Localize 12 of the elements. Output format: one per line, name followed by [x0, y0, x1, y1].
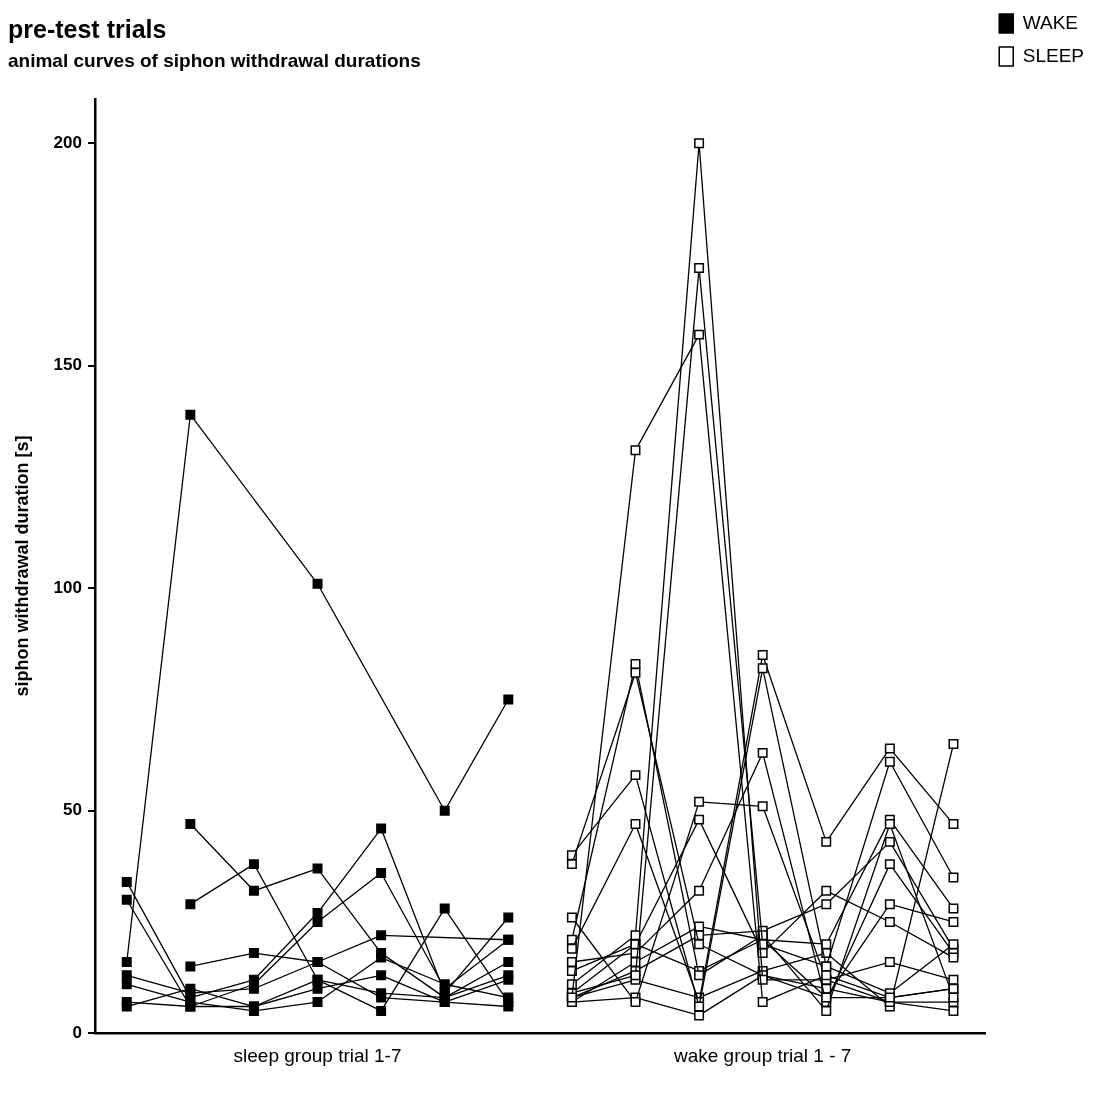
chart-title: pre-test trials [8, 14, 167, 43]
y-axis-title: siphon withdrawal duration [s] [11, 435, 32, 697]
y-tick-label: 200 [53, 132, 82, 152]
y-tick-label: 150 [53, 355, 82, 375]
y-tick-label: 0 [72, 1022, 82, 1042]
legend-label: SLEEP [1022, 44, 1085, 66]
x-tick-label: sleep group trial 1-7 [233, 1044, 402, 1066]
y-tick-label: 100 [53, 577, 82, 597]
legend-label: WAKE [1022, 11, 1078, 33]
y-tick-label: 50 [63, 800, 82, 820]
chart-subtitle: animal curves of siphon withdrawal durations [8, 49, 421, 71]
x-tick-label: wake group trial 1 - 7 [672, 1044, 852, 1066]
